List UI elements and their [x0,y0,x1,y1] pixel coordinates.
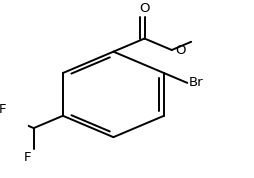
Text: F: F [24,151,31,164]
Text: Br: Br [189,76,204,89]
Text: F: F [0,103,6,116]
Text: O: O [175,43,186,56]
Text: O: O [139,2,150,15]
